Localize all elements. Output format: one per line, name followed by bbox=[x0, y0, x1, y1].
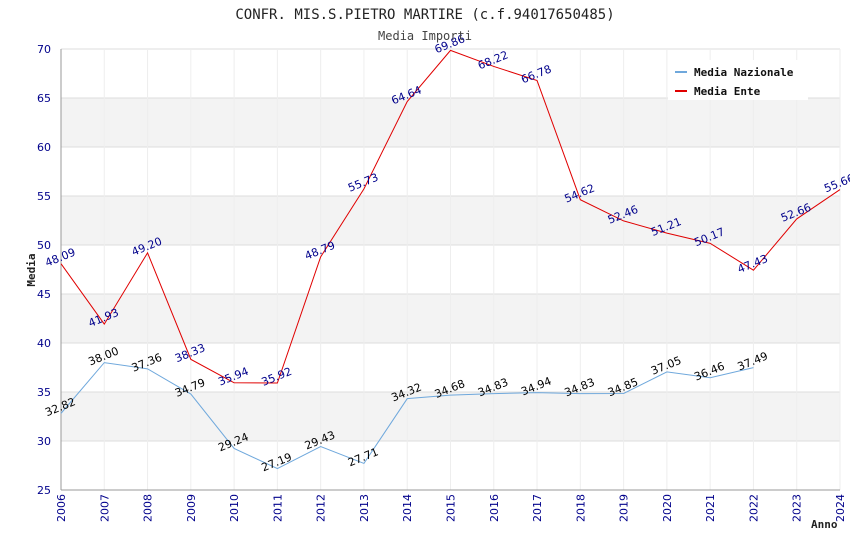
x-tick-label: 2016 bbox=[488, 494, 501, 522]
data-label: 66.78 bbox=[519, 62, 553, 86]
y-tick-label: 55 bbox=[37, 190, 51, 203]
y-tick-label: 60 bbox=[37, 141, 51, 154]
x-tick-label: 2017 bbox=[531, 494, 544, 522]
x-tick-labels: 2006 2007 2008 2009 2010 2011 2012 2013 2014 2015… bbox=[55, 494, 847, 522]
y-tick-label: 35 bbox=[37, 386, 51, 399]
x-tick-label: 2007 bbox=[98, 494, 111, 522]
data-label: 68.22 bbox=[476, 48, 510, 72]
data-label: 38.33 bbox=[173, 341, 207, 365]
y-tick-labels: 25 30 35 40 45 50 55 60 65 70 bbox=[37, 43, 51, 497]
data-label: 37.49 bbox=[736, 350, 770, 374]
data-label: 27.19 bbox=[260, 450, 294, 474]
data-label: 55.73 bbox=[346, 171, 380, 195]
x-tick-label: 2021 bbox=[704, 494, 717, 522]
y-tick-label: 50 bbox=[37, 239, 51, 252]
y-tick-label: 40 bbox=[37, 337, 51, 350]
x-tick-label: 2010 bbox=[228, 494, 241, 522]
x-tick-label: 2011 bbox=[271, 494, 284, 522]
x-tick-label: 2020 bbox=[661, 494, 674, 522]
x-tick-label: 2022 bbox=[747, 494, 760, 522]
x-tick-label: 2014 bbox=[401, 494, 414, 522]
data-label: 36.46 bbox=[692, 360, 726, 384]
legend-entry: Media Ente bbox=[694, 85, 761, 98]
chart-title: CONFR. MIS.S.PIETRO MARTIRE (c.f.9401765… bbox=[235, 7, 614, 23]
legend: Media Nazionale Media Ente bbox=[668, 60, 808, 100]
series-line bbox=[60, 362, 754, 470]
x-tick-label: 2018 bbox=[574, 494, 587, 522]
legend-entry: Media Nazionale bbox=[694, 66, 794, 79]
x-tick-label: 2019 bbox=[618, 494, 631, 522]
x-tick-label: 2012 bbox=[315, 494, 328, 522]
x-tick-label: 2006 bbox=[55, 494, 68, 522]
data-label: 37.05 bbox=[649, 354, 683, 378]
data-label: 35.94 bbox=[216, 365, 250, 389]
data-label: 27.71 bbox=[346, 445, 380, 469]
x-axis-label: Anno bbox=[811, 518, 838, 531]
x-tick-label: 2015 bbox=[445, 494, 458, 522]
data-label: 47.43 bbox=[736, 252, 770, 276]
y-tick-label: 25 bbox=[37, 484, 51, 497]
series-lines bbox=[60, 49, 841, 470]
legend-box bbox=[668, 60, 808, 100]
x-tick-label: 2009 bbox=[185, 494, 198, 522]
series-line bbox=[60, 49, 841, 384]
x-tick-label: 2024 bbox=[834, 494, 847, 522]
y-axis-label: Media bbox=[25, 253, 38, 286]
y-tick-label: 70 bbox=[37, 43, 51, 56]
x-tick-label: 2008 bbox=[142, 494, 155, 522]
data-label: 37.36 bbox=[130, 351, 164, 375]
y-tick-label: 30 bbox=[37, 435, 51, 448]
y-tick-label: 65 bbox=[37, 92, 51, 105]
x-tick-label: 2013 bbox=[358, 494, 371, 522]
x-tick-label: 2023 bbox=[791, 494, 804, 522]
data-label: 38.00 bbox=[87, 345, 121, 369]
data-label: 35.92 bbox=[260, 365, 294, 389]
y-tick-label: 45 bbox=[37, 288, 51, 301]
chart-subtitle: Media Importi bbox=[378, 29, 472, 43]
